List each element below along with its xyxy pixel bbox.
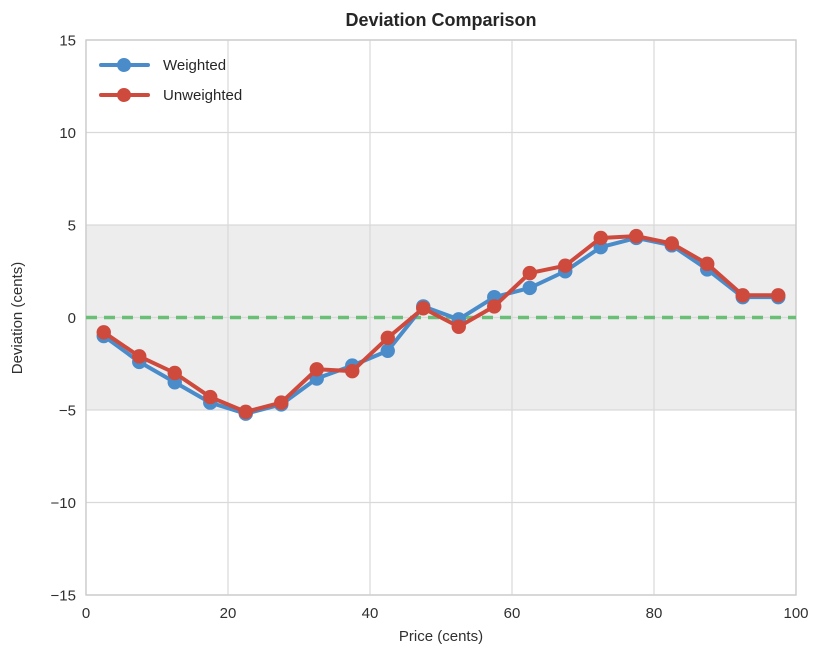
x-axis-label: Price (cents) xyxy=(399,628,483,645)
unweighted-marker xyxy=(700,256,715,272)
tick-labels: 0 20 40 60 80 100 15 10 5 0 −5 −10 −15 xyxy=(51,33,809,623)
unweighted-marker xyxy=(167,365,182,381)
weighted-marker xyxy=(522,280,537,296)
unweighted-marker xyxy=(487,299,502,314)
x-tick-label: 20 xyxy=(220,605,237,622)
unweighted-marker xyxy=(416,301,431,316)
y-tick-label: −10 xyxy=(51,495,76,512)
y-tick-label: −5 xyxy=(59,403,76,420)
unweighted-marker xyxy=(380,330,395,346)
y-tick-label: 10 xyxy=(59,125,76,142)
unweighted-marker xyxy=(451,319,466,334)
unweighted-legend-marker xyxy=(117,88,131,102)
data-series xyxy=(96,228,786,421)
weighted-marker xyxy=(380,343,395,358)
legend-item-unweighted: Unweighted xyxy=(99,87,242,104)
y-tick-label: −15 xyxy=(51,588,76,605)
y-tick-label: 15 xyxy=(59,33,76,50)
unweighted-marker xyxy=(203,389,218,405)
chart-title: Deviation Comparison xyxy=(345,10,536,30)
weighted-legend-label: Weighted xyxy=(163,57,226,74)
x-tick-label: 60 xyxy=(504,605,521,622)
unweighted-marker xyxy=(238,404,253,420)
unweighted-marker xyxy=(132,349,147,364)
y-axis-label: Deviation (cents) xyxy=(9,262,26,375)
x-tick-label: 0 xyxy=(82,605,90,622)
unweighted-marker xyxy=(558,258,573,273)
legend-item-weighted: Weighted xyxy=(99,57,226,74)
unweighted-marker xyxy=(771,288,786,303)
unweighted-marker xyxy=(522,265,537,281)
x-tick-label: 80 xyxy=(646,605,663,622)
unweighted-marker xyxy=(735,288,750,303)
x-tick-label: 40 xyxy=(362,605,379,622)
unweighted-marker xyxy=(96,325,111,340)
y-tick-label: 0 xyxy=(68,310,76,327)
unweighted-marker xyxy=(664,236,679,251)
unweighted-marker xyxy=(309,362,324,377)
unweighted-marker xyxy=(629,228,644,244)
unweighted-marker xyxy=(274,395,289,410)
unweighted-marker xyxy=(593,230,608,246)
unweighted-marker xyxy=(345,363,360,379)
weighted-legend-marker xyxy=(117,58,131,72)
x-tick-label: 100 xyxy=(783,605,808,622)
y-tick-label: 5 xyxy=(68,218,76,235)
legend: Weighted Unweighted xyxy=(99,57,242,104)
unweighted-legend-label: Unweighted xyxy=(163,87,242,104)
